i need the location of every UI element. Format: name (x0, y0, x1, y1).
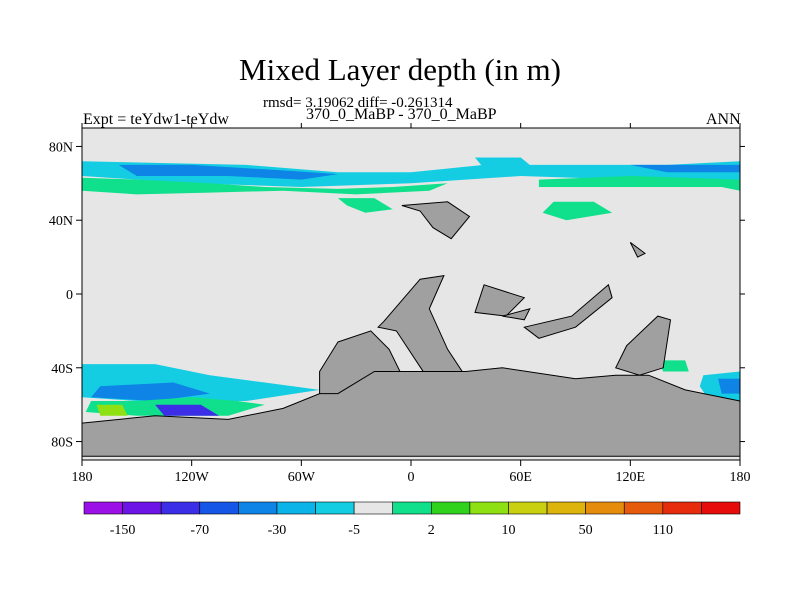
anomaly-region-7 (475, 157, 530, 169)
colorbar-label-3: -5 (348, 523, 360, 538)
x-tick-label-4: 60E (509, 470, 532, 485)
land-mass-8 (629, 241, 646, 258)
colorbar-box-6 (315, 501, 355, 515)
y-tick-label-0: 80N (49, 140, 73, 155)
land-mass-2 (401, 201, 471, 240)
colorbar: -150 -70 -30 -5 2 10 50 110 (83, 501, 741, 538)
anomaly-region-15 (718, 378, 740, 394)
anomaly-region-11 (155, 404, 220, 416)
colorbar-box-15 (662, 501, 702, 515)
axes: 180 120W 60W 0 60E 120E 180 80N 40N 0 40S 80S (49, 123, 751, 485)
colorbar-box-3 (199, 501, 239, 515)
colorbar-box-2 (160, 501, 201, 515)
y-tick-label-1: 40N (49, 214, 73, 229)
colorbar-box-9 (430, 501, 471, 515)
anomaly-region-1 (118, 164, 338, 180)
land-mass-0 (377, 274, 464, 376)
colorbar-box-14 (623, 501, 664, 515)
colorbar-label-2: -30 (268, 523, 287, 538)
anomaly-region-5 (538, 176, 740, 191)
x-tick-label-2: 60W (288, 470, 316, 485)
anomaly-region-3 (82, 177, 448, 195)
colorbar-box-0 (83, 501, 123, 515)
anomaly-region-13 (657, 360, 689, 372)
x-tick-label-6: 180 (730, 470, 751, 485)
colorbar-box-13 (585, 501, 625, 515)
colorbar-box-16 (701, 501, 741, 515)
x-tick-label-0: 180 (72, 470, 93, 485)
anomaly-region-12 (96, 404, 128, 416)
anomaly-region-6 (542, 201, 613, 221)
colorbar-box-10 (469, 501, 509, 515)
land-mass-4 (523, 283, 613, 339)
colorbar-box-4 (238, 501, 278, 515)
anomaly-region-2 (630, 164, 740, 173)
colorbar-box-7 (353, 501, 394, 515)
chart-title: Mixed Layer depth (in m) (239, 52, 561, 87)
colorbar-box-12 (546, 501, 586, 515)
colorbar-box-8 (392, 501, 432, 515)
season-label: ANN (706, 111, 741, 128)
x-tick-label-5: 120E (616, 470, 646, 485)
field-layer (82, 157, 740, 457)
colorbar-box-5 (276, 501, 316, 515)
anomaly-region-4 (337, 198, 393, 213)
colorbar-label-7: 110 (653, 523, 673, 538)
colorbar-label-5: 10 (501, 523, 515, 538)
experiment-label: Expt = teYdw1-teYdw (83, 111, 229, 128)
plot-area (82, 128, 740, 460)
y-tick-label-2: 0 (66, 288, 73, 303)
y-tick-label-4: 80S (51, 436, 73, 451)
colorbar-box-11 (508, 501, 548, 515)
colorbar-box-1 (122, 501, 162, 515)
x-tick-label-1: 120W (175, 470, 210, 485)
land-mass-7 (502, 308, 531, 321)
colorbar-label-6: 50 (579, 523, 593, 538)
land-mass-5 (614, 315, 672, 376)
anomaly-region-9 (91, 382, 210, 401)
colorbar-label-1: -70 (190, 523, 209, 538)
land-mass-6 (82, 367, 740, 457)
case-label: 370_0_MaBP - 370_0_MaBP (306, 106, 497, 123)
colorbar-label-0: -150 (110, 523, 136, 538)
y-tick-label-3: 40S (51, 362, 73, 377)
chart-subtitle: rmsd= 3.19062 diff= -0.261314 (263, 95, 453, 111)
anomaly-region-0 (82, 161, 740, 187)
colorbar-label-4: 2 (428, 523, 435, 538)
x-tick-label-3: 0 (408, 470, 415, 485)
